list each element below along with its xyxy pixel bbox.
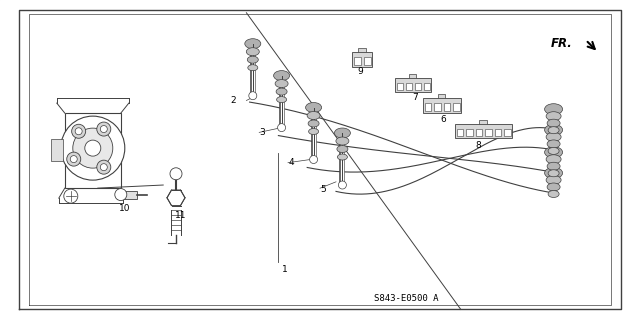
Ellipse shape	[545, 147, 563, 158]
Text: 7: 7	[412, 93, 417, 102]
FancyBboxPatch shape	[51, 139, 63, 161]
Ellipse shape	[546, 155, 561, 164]
Text: 9: 9	[358, 67, 363, 76]
Circle shape	[170, 168, 182, 180]
Circle shape	[70, 156, 77, 163]
FancyBboxPatch shape	[479, 120, 487, 123]
Text: 8: 8	[476, 141, 481, 150]
Ellipse shape	[245, 39, 261, 49]
Circle shape	[97, 160, 111, 174]
Ellipse shape	[548, 127, 559, 134]
FancyBboxPatch shape	[364, 57, 371, 64]
Ellipse shape	[548, 147, 559, 154]
Ellipse shape	[274, 70, 290, 81]
Ellipse shape	[545, 104, 563, 115]
FancyBboxPatch shape	[466, 129, 473, 136]
Ellipse shape	[275, 80, 288, 88]
FancyBboxPatch shape	[117, 190, 137, 199]
Text: 11: 11	[175, 211, 186, 220]
Text: 1: 1	[282, 265, 287, 274]
Ellipse shape	[337, 145, 348, 152]
FancyBboxPatch shape	[438, 94, 445, 98]
Ellipse shape	[276, 88, 287, 95]
FancyBboxPatch shape	[397, 83, 403, 90]
Circle shape	[97, 122, 111, 136]
Ellipse shape	[546, 112, 561, 121]
Ellipse shape	[547, 162, 560, 170]
Circle shape	[339, 181, 346, 189]
Ellipse shape	[335, 128, 351, 138]
Text: 3: 3	[260, 128, 265, 137]
FancyBboxPatch shape	[485, 129, 492, 136]
Ellipse shape	[547, 183, 560, 191]
Text: 10: 10	[119, 204, 131, 213]
FancyBboxPatch shape	[406, 83, 412, 90]
Circle shape	[73, 128, 113, 168]
FancyBboxPatch shape	[422, 98, 461, 113]
Circle shape	[100, 164, 108, 171]
FancyBboxPatch shape	[504, 129, 511, 136]
Ellipse shape	[248, 65, 258, 71]
Ellipse shape	[308, 129, 319, 135]
Circle shape	[64, 189, 78, 203]
Circle shape	[75, 128, 82, 135]
Ellipse shape	[547, 140, 560, 148]
Ellipse shape	[548, 170, 559, 177]
Ellipse shape	[336, 137, 349, 145]
FancyBboxPatch shape	[457, 129, 463, 136]
Ellipse shape	[545, 167, 563, 179]
FancyBboxPatch shape	[353, 57, 360, 64]
Ellipse shape	[547, 119, 560, 127]
Text: 4: 4	[289, 158, 294, 167]
Circle shape	[249, 92, 257, 100]
Circle shape	[72, 124, 86, 138]
Ellipse shape	[307, 112, 320, 120]
FancyBboxPatch shape	[395, 78, 431, 92]
Circle shape	[115, 189, 127, 201]
Ellipse shape	[308, 120, 319, 127]
FancyBboxPatch shape	[65, 113, 121, 188]
FancyBboxPatch shape	[424, 103, 431, 110]
Text: S843-E0500 A: S843-E0500 A	[374, 294, 438, 303]
FancyBboxPatch shape	[415, 83, 421, 90]
Ellipse shape	[247, 56, 259, 63]
Ellipse shape	[548, 190, 559, 197]
Circle shape	[67, 152, 81, 166]
Text: 5: 5	[321, 185, 326, 194]
Ellipse shape	[545, 124, 563, 136]
FancyBboxPatch shape	[453, 103, 460, 110]
Circle shape	[84, 140, 101, 156]
FancyBboxPatch shape	[495, 129, 501, 136]
FancyBboxPatch shape	[434, 103, 440, 110]
FancyBboxPatch shape	[351, 51, 372, 67]
Circle shape	[61, 116, 125, 180]
Polygon shape	[167, 190, 185, 205]
Ellipse shape	[276, 97, 287, 103]
Ellipse shape	[246, 48, 259, 56]
Ellipse shape	[306, 102, 322, 113]
Circle shape	[310, 155, 317, 164]
FancyBboxPatch shape	[409, 74, 417, 78]
Ellipse shape	[337, 154, 348, 160]
FancyBboxPatch shape	[424, 83, 430, 90]
Circle shape	[100, 126, 108, 133]
FancyBboxPatch shape	[444, 103, 450, 110]
Text: 6: 6	[441, 115, 446, 124]
Circle shape	[278, 123, 285, 132]
Text: FR.: FR.	[551, 37, 573, 49]
Ellipse shape	[546, 132, 561, 141]
FancyBboxPatch shape	[454, 123, 512, 138]
FancyBboxPatch shape	[358, 48, 365, 51]
FancyBboxPatch shape	[476, 129, 482, 136]
Text: 2: 2	[231, 96, 236, 105]
Ellipse shape	[546, 175, 561, 184]
